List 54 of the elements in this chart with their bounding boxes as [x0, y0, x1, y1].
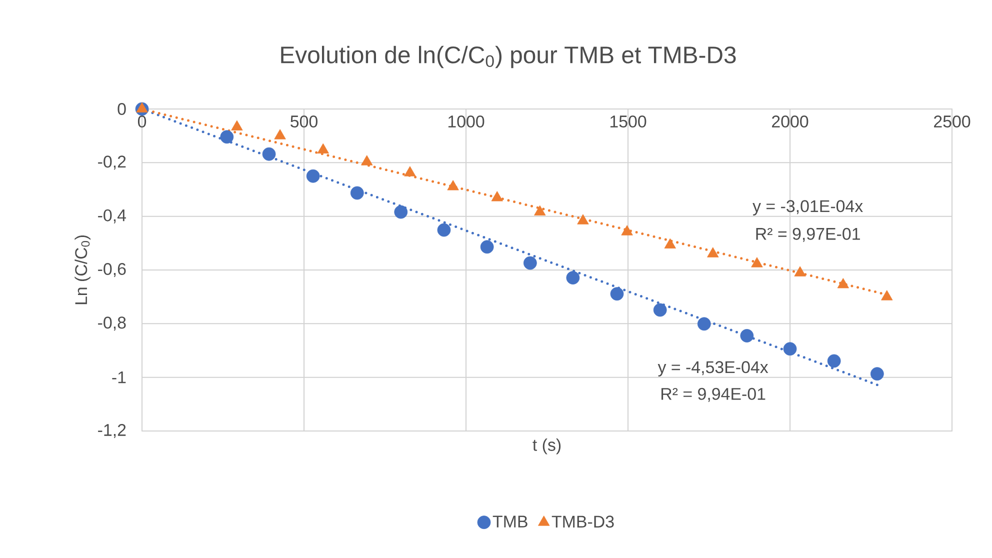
- annotation: R² = 9,97E-01: [756, 228, 860, 242]
- point: [697, 317, 711, 331]
- point: [480, 240, 494, 254]
- point: [534, 205, 546, 216]
- y-tick-label: -1,2: [98, 424, 126, 438]
- point: [794, 266, 806, 276]
- x-tick-label: 2500: [934, 116, 970, 128]
- y-tick-label: -1: [112, 371, 126, 384]
- legend-label: TMB: [492, 516, 528, 528]
- point: [707, 247, 719, 258]
- y-tick-label: -0,4: [98, 209, 126, 224]
- y-tick-label: -0,6: [98, 262, 126, 277]
- point: [566, 271, 580, 284]
- x-tick-label: 1000: [448, 116, 484, 128]
- x-axis-title: t (s): [532, 438, 561, 454]
- point: [231, 120, 243, 130]
- y-tick-label: -0,8: [98, 316, 126, 331]
- point: [837, 278, 849, 288]
- point: [361, 155, 373, 166]
- point: [404, 166, 416, 176]
- point: [664, 238, 676, 248]
- point: [136, 102, 148, 112]
- point: [491, 191, 503, 202]
- point: [751, 257, 763, 268]
- point: [350, 186, 364, 200]
- x-tick-label: 2000: [772, 116, 808, 128]
- point: [881, 290, 893, 300]
- point: [437, 223, 451, 237]
- point: [653, 303, 667, 317]
- point: [783, 342, 797, 356]
- y-tick-label: -0,2: [98, 156, 126, 170]
- point: [577, 214, 589, 224]
- annotation: y = -3,01E-04x: [752, 200, 863, 216]
- point: [523, 256, 537, 270]
- legend-label: TMB-D3: [552, 516, 614, 528]
- x-tick-label: 1500: [610, 116, 646, 128]
- point: [394, 205, 408, 219]
- point: [740, 329, 754, 342]
- point: [621, 225, 633, 236]
- point: [317, 143, 329, 154]
- point: [827, 354, 841, 368]
- x-tick-label: 500: [290, 116, 318, 128]
- point: [306, 169, 320, 183]
- point: [274, 129, 286, 140]
- point: [447, 180, 459, 190]
- point: [262, 147, 276, 161]
- y-tick-label: 0: [118, 102, 126, 115]
- point: [610, 287, 624, 301]
- annotation: y = -4,53E-04x: [658, 361, 768, 377]
- annotation: R² = 9,94E-01: [661, 388, 766, 402]
- x-tick-label: 0: [138, 116, 146, 128]
- y-axis-title: Ln (C/C$_{0}$): [74, 235, 90, 304]
- chart-title: Evolution de ln(C/C$_{0}$) pour TMB et TMB-D3: [281, 46, 736, 68]
- point: [870, 367, 884, 381]
